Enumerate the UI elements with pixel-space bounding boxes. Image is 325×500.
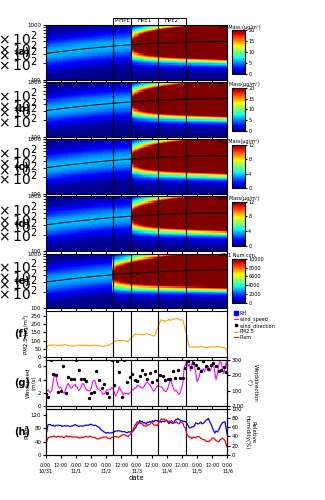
Point: [160, 372, 165, 380]
Point: [107, 393, 112, 401]
Point: [216, 368, 221, 376]
Point: [101, 380, 107, 388]
Point: [58, 387, 63, 395]
Point: [122, 356, 127, 364]
Point: [50, 370, 56, 378]
Point: [165, 375, 170, 383]
X-axis label: date: date: [129, 475, 144, 481]
Point: [119, 394, 124, 402]
Point: [186, 356, 191, 364]
Point: [206, 364, 211, 372]
Point: [132, 376, 137, 384]
Text: (a): (a): [15, 48, 30, 58]
Point: [224, 368, 229, 376]
Point: [68, 375, 73, 383]
Point: [211, 358, 216, 366]
Point: [109, 356, 114, 364]
Point: [173, 374, 178, 382]
Point: [188, 363, 193, 371]
Point: [180, 374, 186, 382]
Point: [99, 384, 104, 392]
Point: [79, 376, 84, 384]
Text: NO₃ Mass(μg/m³): NO₃ Mass(μg/m³): [218, 82, 260, 86]
Point: [203, 362, 208, 370]
Text: (g): (g): [15, 378, 31, 388]
Point: [147, 369, 152, 377]
Point: [140, 366, 145, 374]
Point: [190, 359, 196, 367]
Point: [114, 357, 119, 365]
Point: [46, 393, 51, 401]
Point: [63, 390, 69, 398]
Text: HPE2: HPE2: [165, 18, 179, 23]
Point: [214, 362, 219, 370]
Point: [168, 375, 173, 383]
Point: [96, 376, 101, 384]
Text: HPE1: HPE1: [137, 18, 152, 23]
Text: (f): (f): [15, 329, 28, 339]
Point: [175, 366, 180, 374]
Text: (d): (d): [15, 218, 31, 228]
Point: [61, 362, 66, 370]
Y-axis label: Relative
Humidity(%): Relative Humidity(%): [245, 414, 256, 449]
Y-axis label: Plam: Plam: [24, 424, 30, 440]
Point: [104, 389, 109, 397]
Point: [127, 373, 132, 381]
Point: [84, 376, 89, 384]
Point: [43, 390, 48, 398]
Point: [137, 372, 142, 380]
Point: [157, 371, 162, 379]
Point: [48, 356, 53, 364]
Point: [178, 374, 183, 382]
Point: [221, 364, 226, 372]
Point: [71, 374, 76, 382]
Text: P-HPE: P-HPE: [114, 18, 130, 23]
Point: [135, 377, 140, 385]
Point: [198, 368, 203, 376]
Y-axis label: Windspeed
(m/s): Windspeed (m/s): [26, 368, 36, 398]
Point: [94, 367, 99, 375]
Point: [152, 368, 158, 376]
Point: [89, 388, 94, 396]
Legend: RH, wind_speed, wind_direction, PM2.5, Plam: RH, wind_speed, wind_direction, PM2.5, P…: [234, 311, 276, 340]
Point: [66, 373, 71, 381]
Point: [218, 366, 224, 374]
Point: [81, 374, 86, 382]
Point: [124, 378, 130, 386]
Text: (h): (h): [15, 427, 31, 437]
Point: [201, 358, 206, 366]
Point: [56, 388, 61, 396]
Point: [117, 368, 122, 376]
Point: [145, 375, 150, 383]
Text: (c): (c): [15, 162, 29, 172]
Point: [155, 376, 160, 384]
Text: Org Mass (μg/m³): Org Mass (μg/m³): [217, 24, 260, 29]
Point: [193, 362, 198, 370]
Point: [196, 364, 201, 372]
Point: [111, 380, 117, 388]
Point: [91, 388, 97, 396]
Point: [208, 361, 214, 369]
Point: [53, 372, 58, 380]
Point: [183, 364, 188, 372]
Point: [86, 394, 91, 402]
Point: [73, 356, 79, 364]
Point: [129, 370, 135, 378]
Point: [150, 378, 155, 386]
Y-axis label: Winddirection
(°): Winddirection (°): [247, 364, 258, 402]
Text: (e): (e): [15, 276, 30, 286]
Text: NH₄ Mass(μg/m³): NH₄ Mass(μg/m³): [218, 196, 260, 201]
Text: PM1 Num con.: PM1 Num con.: [221, 253, 256, 258]
Point: [76, 366, 81, 374]
Text: SO₄ Mass(μg/m³): SO₄ Mass(μg/m³): [218, 139, 259, 144]
Text: (b): (b): [15, 104, 31, 115]
Point: [170, 368, 176, 376]
Y-axis label: PM2.5 (μg/m³): PM2.5 (μg/m³): [23, 314, 30, 354]
Point: [142, 370, 147, 378]
Point: [162, 376, 168, 384]
